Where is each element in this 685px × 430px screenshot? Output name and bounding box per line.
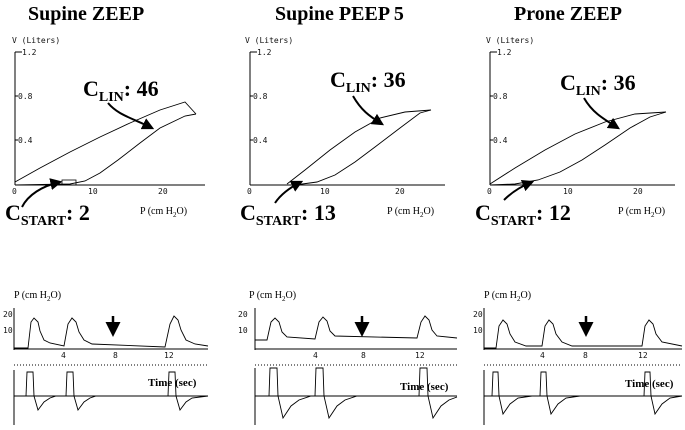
panel-title: Supine PEEP 5 [275, 3, 404, 25]
time-axis-label: Time (sec) [148, 377, 197, 389]
loop-y-axis-label: V (Liters) [12, 36, 60, 45]
trace-x-tick-label: 4 [313, 351, 318, 360]
loop-y-axis-label: V (Liters) [486, 36, 534, 45]
c-start-arrow [504, 179, 535, 200]
deflation-curve [295, 110, 431, 185]
time-axis-label: Time (sec) [400, 381, 449, 393]
c-lin-arrow [108, 103, 155, 130]
inflation-curve [490, 112, 666, 184]
pv-loop-plot: V (Liters) 1.2 0.8 0.4 0 10 20 CLIN: 36 … [475, 36, 675, 229]
flow-trace [14, 372, 208, 410]
trace-x-tick-label: 8 [361, 351, 366, 360]
loop-y-tick-label: 0.8 [253, 92, 268, 101]
loop-y-tick-label: 0.4 [493, 136, 508, 145]
c-start-label: CSTART: 13 [240, 200, 336, 229]
loop-y-tick-label: 0.8 [493, 92, 508, 101]
flow-trace [255, 368, 457, 418]
panel-title: Prone ZEEP [514, 3, 622, 25]
trace-y-tick-label: 20 [3, 310, 13, 319]
deflation-curve [490, 112, 666, 185]
ventilation-trace-plot: P (cm H2O) 20 10 4 8 12 Time (sec) [238, 290, 457, 425]
c-start-label: CSTART: 2 [5, 200, 90, 229]
pv-loop-plot: V (Liters) 1.2 0.8 0.4 0 10 20 CLIN: 46 … [5, 36, 205, 229]
trace-y-axis-label: P (cm H2O) [14, 290, 61, 303]
pressure-trace [255, 316, 457, 340]
c-lin-label: CLIN: 36 [330, 67, 406, 96]
loop-y-tick-label: 1.2 [22, 48, 37, 57]
loop-x-axis-label: P (cm H2O) [618, 206, 665, 219]
loop-x-tick-label: 20 [395, 187, 405, 196]
time-axis-label: Time (sec) [625, 378, 674, 390]
trace-x-tick-label: 4 [540, 351, 545, 360]
c-lin-label: CLIN: 46 [83, 76, 159, 105]
loop-x-tick-label: 10 [88, 187, 98, 196]
pressure-trace [484, 320, 682, 348]
trace-x-tick-label: 8 [113, 351, 118, 360]
trace-y-tick-label: 20 [473, 310, 483, 319]
ventilation-trace-plot: P (cm H2O) 20 10 4 8 12 Time (sec) [3, 290, 208, 425]
loop-x-tick-label: 0 [487, 187, 492, 196]
inflation-curve [15, 102, 196, 182]
c-start-arrow [275, 180, 304, 203]
trace-y-axis-label: P (cm H2O) [484, 290, 531, 303]
c-lin-arrow [353, 96, 385, 126]
panel-supine-peep5: Supine PEEP 5 V (Liters) 1.2 0.8 0.4 0 1… [238, 3, 457, 425]
loop-x-tick-label: 0 [247, 187, 252, 196]
loop-x-tick-label: 20 [158, 187, 168, 196]
deflation-curve [15, 114, 196, 185]
loop-y-tick-label: 0.8 [18, 92, 33, 101]
loop-x-tick-label: 20 [633, 187, 643, 196]
trace-y-tick-label: 20 [238, 310, 248, 319]
loop-y-tick-label: 1.2 [257, 48, 272, 57]
panel-prone-zeep: Prone ZEEP V (Liters) 1.2 0.8 0.4 0 10 2… [473, 3, 682, 425]
panel-supine-zeep: Supine ZEEP V (Liters) 1.2 0.8 0.4 0 10 … [3, 3, 208, 425]
loop-x-axis-label: P (cm H2O) [140, 206, 187, 219]
loop-y-tick-label: 0.4 [253, 136, 268, 145]
c-lin-label: CLIN: 36 [560, 70, 636, 99]
loop-y-axis-label: V (Liters) [245, 36, 293, 45]
c-lin-arrow [584, 98, 621, 130]
loop-x-tick-label: 0 [12, 187, 17, 196]
trace-x-tick-label: 12 [164, 351, 174, 360]
trace-y-tick-label: 10 [473, 326, 483, 335]
pv-loop-plot: V (Liters) 1.2 0.8 0.4 0 10 20 CLIN: 36 … [240, 36, 445, 229]
trace-x-tick-label: 12 [415, 351, 425, 360]
panel-title: Supine ZEEP [28, 3, 144, 25]
trace-x-tick-label: 8 [583, 351, 588, 360]
flow-trace [484, 372, 682, 414]
trace-x-tick-label: 4 [61, 351, 66, 360]
inflation-curve [287, 110, 431, 184]
trace-y-tick-label: 10 [3, 326, 13, 335]
loop-x-axis-label: P (cm H2O) [387, 206, 434, 219]
loop-x-tick-label: 10 [563, 187, 573, 196]
ventilation-trace-plot: P (cm H2O) 20 10 4 8 12 Time (sec) [473, 290, 682, 425]
pressure-trace [14, 316, 208, 348]
loop-y-tick-label: 1.2 [497, 48, 512, 57]
loop-y-tick-label: 0.4 [18, 136, 33, 145]
trace-y-axis-label: P (cm H2O) [249, 290, 296, 303]
trace-y-tick-label: 10 [238, 326, 248, 335]
c-start-label: CSTART: 12 [475, 200, 571, 229]
loop-x-tick-label: 10 [320, 187, 330, 196]
trace-x-tick-label: 12 [638, 351, 648, 360]
c-start-arrow [22, 178, 63, 207]
